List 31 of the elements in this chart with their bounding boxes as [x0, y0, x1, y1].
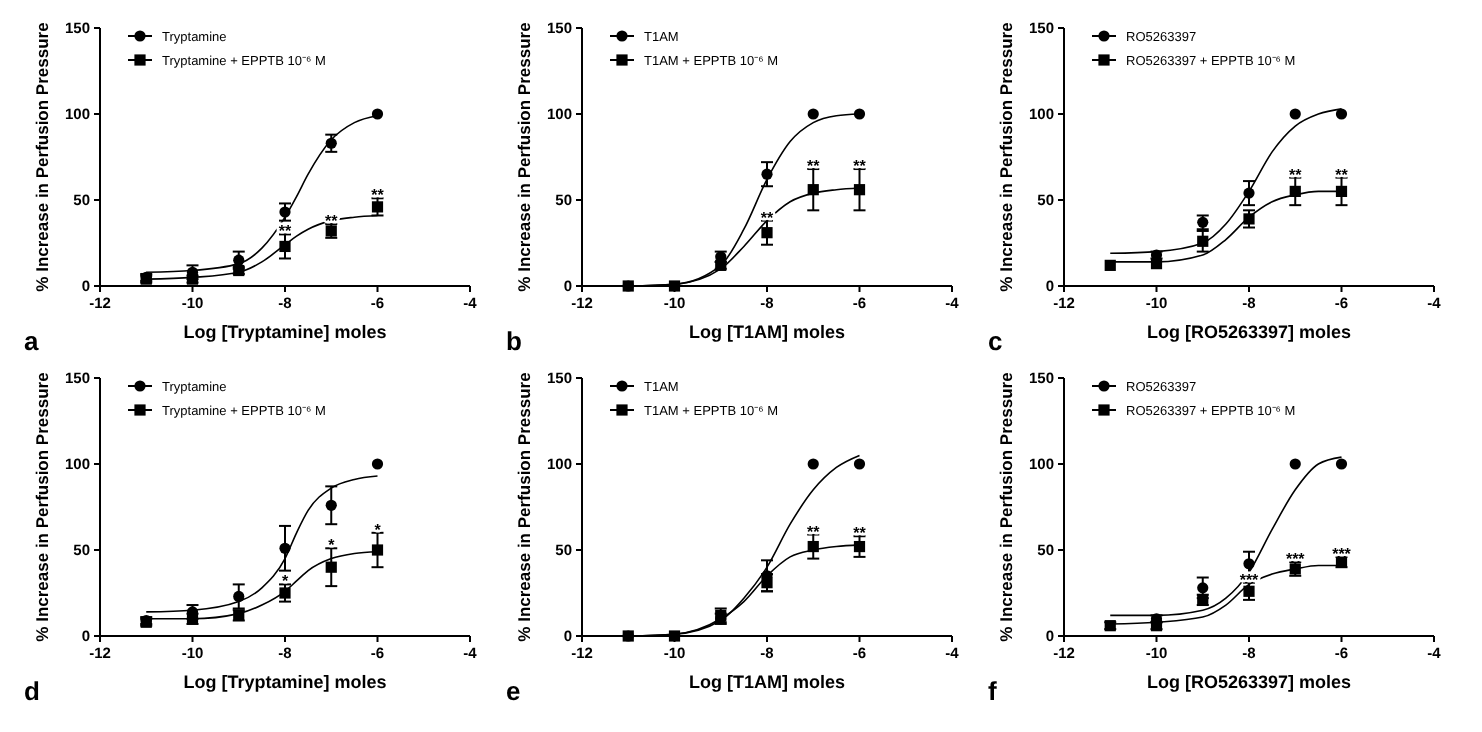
annotation: **: [278, 222, 293, 241]
text: c: [988, 326, 1003, 356]
annotation: **: [807, 522, 822, 541]
y-axis-title: % Increase in Perfusion Pressure: [32, 21, 52, 292]
text: b: [506, 326, 522, 356]
x-axis-title: Log [Tryptamine] moles: [183, 672, 387, 692]
annotation: **: [853, 157, 868, 176]
annotation: **: [1335, 165, 1350, 184]
annotation: **: [371, 186, 386, 205]
y-axis-title: % Increase in Perfusion Pressure: [996, 371, 1016, 642]
annotation: **: [1289, 165, 1304, 184]
annotation: *: [328, 536, 337, 555]
y-axis-title: % Increase in Perfusion Pressure: [32, 371, 52, 642]
annotation: **: [807, 157, 822, 176]
x-axis-title: Log [T1AM] moles: [689, 322, 845, 342]
text: a: [24, 326, 40, 356]
x-axis-title: Log [RO5263397] moles: [1146, 672, 1352, 692]
annotation: *: [281, 572, 290, 591]
x-axis-title: Log [T1AM] moles: [689, 672, 845, 692]
y-axis-title: % Increase in Perfusion Pressure: [514, 371, 534, 642]
y-axis-title: % Increase in Perfusion Pressure: [514, 21, 534, 292]
annotation: ***: [1285, 550, 1307, 569]
y-axis-title: % Increase in Perfusion Pressure: [996, 21, 1016, 292]
text: d: [24, 676, 40, 706]
text: f: [988, 676, 998, 706]
x-axis-title: Log [Tryptamine] moles: [183, 322, 387, 342]
annotation: **: [853, 524, 868, 543]
x-axis-title: Log [RO5263397] moles: [1146, 322, 1352, 342]
annotation: ***: [1332, 544, 1353, 563]
annotation: *: [374, 520, 383, 539]
text: e: [506, 676, 521, 706]
